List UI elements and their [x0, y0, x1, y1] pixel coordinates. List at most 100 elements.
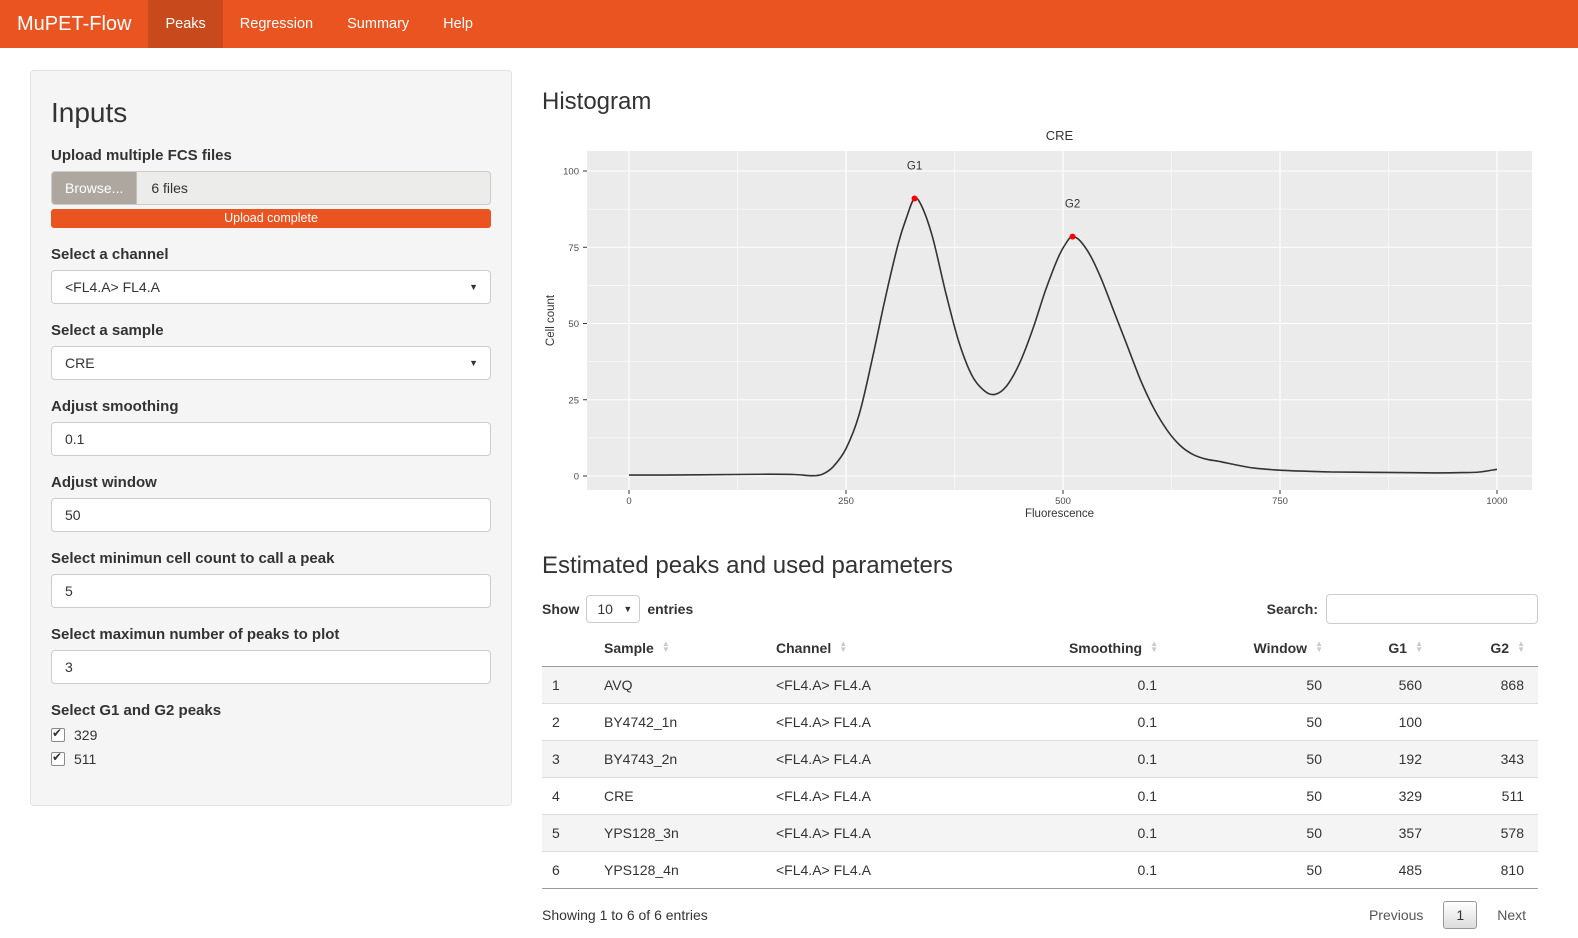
nav-tabs: Peaks Regression Summary Help — [148, 0, 490, 48]
checkbox-329[interactable]: ✔ — [51, 726, 65, 742]
peak-checkbox-group: ✔ 329 ✔ 511 — [51, 726, 491, 767]
table-cell: 560 — [1336, 666, 1436, 704]
upload-progress-bar: Upload complete — [51, 209, 491, 228]
svg-text:50: 50 — [568, 319, 579, 330]
table-cell: 357 — [1336, 814, 1436, 852]
table-row[interactable]: 5 YPS128_3n <FL4.A> FL4.A 0.1 50 357 578 — [542, 814, 1538, 852]
table-cell — [1436, 703, 1538, 741]
table-cell: 485 — [1336, 851, 1436, 889]
table-cell: 343 — [1436, 740, 1538, 778]
sort-icon: ▲ ▼ — [1315, 639, 1323, 654]
peak-checkbox-row: ✔ 511 — [51, 750, 491, 767]
inputs-title: Inputs — [51, 97, 128, 128]
peak-point-g2 — [1069, 233, 1076, 240]
histogram-plot: G1 G2 0 250 500 750 1000 0 25 50 75 100 CRE Fluoresce… — [542, 126, 1532, 526]
table-cell: <FL4.A> FL4.A — [766, 851, 1046, 889]
page-length-select[interactable]: 10 ▼ — [586, 595, 641, 623]
svg-text:0: 0 — [574, 472, 579, 483]
checkbox-label: 511 — [74, 751, 97, 767]
column-header-g1[interactable]: G1 ▲ ▼ — [1336, 630, 1436, 667]
sort-icon: ▲ ▼ — [1517, 639, 1525, 654]
check-icon: ✔ — [52, 750, 63, 764]
sample-select[interactable]: CRE ▼ — [51, 346, 491, 380]
pagination: Previous 1 Next — [1357, 901, 1538, 929]
svg-text:75: 75 — [568, 243, 579, 254]
table-cell: <FL4.A> FL4.A — [766, 777, 1046, 815]
search-label: Search: — [1266, 601, 1318, 617]
next-page-button[interactable]: Next — [1497, 907, 1526, 923]
table-cell: 0.1 — [1046, 814, 1171, 852]
plot-panel — [587, 151, 1532, 490]
search-input[interactable] — [1326, 594, 1538, 624]
sort-icon: ▲ ▼ — [1415, 639, 1423, 654]
file-input-value[interactable]: 6 files — [151, 180, 188, 196]
window-input[interactable] — [51, 498, 491, 532]
table-cell: 50 — [1171, 777, 1336, 815]
table-cell: YPS128_3n — [594, 814, 766, 852]
table-row[interactable]: 1 AVQ <FL4.A> FL4.A 0.1 50 560 868 — [542, 666, 1538, 704]
table-cell: 6 — [542, 851, 594, 889]
table-cell: 810 — [1436, 851, 1538, 889]
show-entries-control: Show 10 ▼ entries — [542, 595, 693, 623]
g1-g2-peaks-label: Select G1 and G2 peaks — [51, 702, 222, 719]
column-header-g2[interactable]: G2 ▲ ▼ — [1436, 630, 1538, 667]
max-peaks-input[interactable] — [51, 650, 491, 684]
x-axis-label: Fluorescence — [1025, 508, 1094, 520]
table-cell: YPS128_4n — [594, 851, 766, 889]
main-content: Histogram G1 G2 0 250 500 750 1000 0 25 50 75 100 CR… — [542, 48, 1538, 929]
nav-tab-peaks[interactable]: Peaks — [148, 0, 223, 48]
plot-title: CRE — [1046, 128, 1074, 143]
chevron-down-icon: ▼ — [469, 282, 478, 292]
table-row[interactable]: 6 YPS128_4n <FL4.A> FL4.A 0.1 50 485 810 — [542, 851, 1538, 889]
max-peaks-label: Select maximun number of peaks to plot — [51, 626, 340, 643]
check-icon: ✔ — [52, 726, 63, 740]
table-cell: <FL4.A> FL4.A — [766, 814, 1046, 852]
nav-tab-help[interactable]: Help — [443, 16, 473, 32]
table-cell: 50 — [1171, 851, 1336, 889]
app-brand: MuPET-Flow — [17, 13, 132, 35]
sample-label: Select a sample — [51, 322, 164, 339]
peak-checkbox-row: ✔ 329 — [51, 726, 491, 743]
table-cell: 0.1 — [1046, 740, 1171, 778]
table-cell: BY4742_1n — [594, 703, 766, 741]
table-row[interactable]: 4 CRE <FL4.A> FL4.A 0.1 50 329 511 — [542, 777, 1538, 815]
page-length-value: 10 — [597, 601, 613, 617]
table-cell: 1 — [542, 666, 594, 704]
browse-button[interactable]: Browse... — [52, 172, 138, 204]
column-header-window[interactable]: Window ▲ ▼ — [1171, 630, 1336, 667]
checkbox-511[interactable]: ✔ — [51, 750, 65, 766]
peak-label-g1: G1 — [907, 160, 922, 172]
table-cell: 511 — [1436, 777, 1538, 815]
table-cell: 192 — [1336, 740, 1436, 778]
upload-label: Upload multiple FCS files — [51, 147, 232, 164]
svg-text:750: 750 — [1272, 496, 1288, 507]
column-header-sample[interactable]: Sample ▲ ▼ — [594, 630, 766, 667]
previous-page-button[interactable]: Previous — [1368, 907, 1424, 923]
sort-icon: ▲ ▼ — [1150, 639, 1158, 654]
table-cell: 50 — [1171, 703, 1336, 741]
sample-select-value: CRE — [65, 355, 95, 371]
column-header-smoothing[interactable]: Smoothing ▲ ▼ — [1046, 630, 1171, 667]
table-cell: <FL4.A> FL4.A — [766, 666, 1046, 704]
density-curve — [629, 197, 1498, 477]
table-row[interactable]: 2 BY4742_1n <FL4.A> FL4.A 0.1 50 100 — [542, 703, 1538, 741]
sort-icon: ▲ ▼ — [661, 639, 670, 654]
table-cell: 0.1 — [1046, 851, 1171, 889]
table-cell: CRE — [594, 777, 766, 815]
channel-select[interactable]: <FL4.A> FL4.A ▼ — [51, 270, 491, 304]
min-cell-count-input[interactable] — [51, 574, 491, 608]
nav-tab-summary[interactable]: Summary — [347, 16, 410, 32]
page-number-button[interactable]: 1 — [1443, 901, 1478, 929]
svg-text:0: 0 — [626, 496, 631, 507]
svg-text:500: 500 — [1055, 496, 1071, 507]
table-cell: BY4743_2n — [594, 740, 766, 778]
histogram-title: Histogram — [542, 88, 652, 115]
smoothing-input[interactable] — [51, 422, 491, 456]
chevron-down-icon: ▼ — [623, 604, 633, 614]
column-header-channel[interactable]: Channel ▲ ▼ — [766, 630, 1046, 667]
chevron-down-icon: ▼ — [469, 358, 478, 368]
table-cell: 3 — [542, 740, 594, 778]
table-cell: 0.1 — [1046, 666, 1171, 704]
nav-tab-regression[interactable]: Regression — [239, 16, 314, 32]
table-row[interactable]: 3 BY4743_2n <FL4.A> FL4.A 0.1 50 192 343 — [542, 740, 1538, 778]
